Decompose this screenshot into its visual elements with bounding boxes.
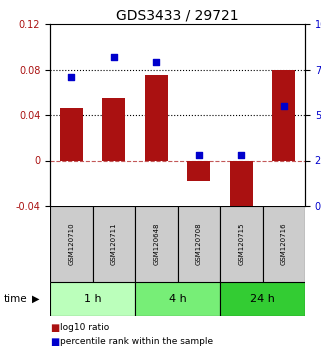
Bar: [135, 206, 178, 282]
Point: [281, 103, 286, 109]
Bar: [135, 282, 220, 316]
Text: GSM120716: GSM120716: [281, 223, 287, 265]
Text: percentile rank within the sample: percentile rank within the sample: [60, 337, 213, 347]
Bar: [92, 206, 135, 282]
Text: 1 h: 1 h: [84, 294, 101, 304]
Text: GSM120711: GSM120711: [111, 223, 117, 265]
Point: [69, 74, 74, 80]
Bar: [50, 282, 135, 316]
Bar: [178, 206, 220, 282]
Text: GSM120710: GSM120710: [68, 223, 74, 265]
Point: [154, 59, 159, 65]
Point: [239, 152, 244, 158]
Bar: [263, 206, 305, 282]
Bar: [102, 98, 126, 160]
Bar: [230, 160, 253, 213]
Text: 24 h: 24 h: [250, 294, 275, 304]
Text: 4 h: 4 h: [169, 294, 187, 304]
Text: GSM120715: GSM120715: [238, 223, 244, 265]
Text: ■: ■: [50, 337, 59, 347]
Bar: [187, 160, 211, 181]
Bar: [220, 282, 305, 316]
Text: GSM120708: GSM120708: [196, 223, 202, 265]
Text: ▶: ▶: [32, 294, 39, 304]
Bar: [220, 206, 263, 282]
Point: [196, 152, 201, 158]
Text: ■: ■: [50, 323, 59, 333]
Point: [111, 54, 116, 59]
Text: time: time: [3, 294, 27, 304]
Bar: [272, 69, 295, 160]
Title: GDS3433 / 29721: GDS3433 / 29721: [116, 9, 239, 23]
Bar: [50, 206, 92, 282]
Text: log10 ratio: log10 ratio: [60, 324, 109, 332]
Bar: [144, 75, 168, 160]
Text: GSM120648: GSM120648: [153, 223, 159, 265]
Bar: [60, 108, 83, 160]
